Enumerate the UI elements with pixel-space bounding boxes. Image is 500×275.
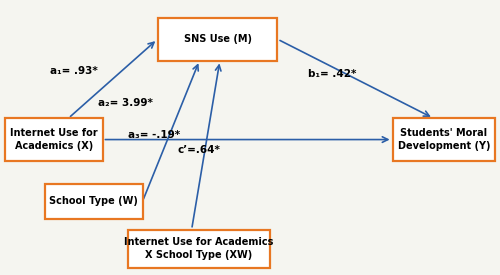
Text: a₃= -.19*: a₃= -.19* (128, 130, 180, 139)
FancyBboxPatch shape (45, 184, 142, 219)
Text: Internet Use for
Academics (X): Internet Use for Academics (X) (10, 128, 98, 151)
Text: Students' Moral
Development (Y): Students' Moral Development (Y) (398, 128, 490, 151)
Text: School Type (W): School Type (W) (50, 196, 138, 207)
Text: a₁= .93*: a₁= .93* (50, 66, 98, 76)
FancyBboxPatch shape (5, 118, 102, 161)
Text: Internet Use for Academics
X School Type (XW): Internet Use for Academics X School Type… (124, 237, 274, 260)
FancyBboxPatch shape (128, 230, 270, 268)
FancyBboxPatch shape (392, 118, 495, 161)
Text: c’=.64*: c’=.64* (178, 145, 220, 155)
Text: a₂= 3.99*: a₂= 3.99* (98, 98, 152, 108)
Text: b₁= .42*: b₁= .42* (308, 69, 356, 79)
Text: SNS Use (M): SNS Use (M) (184, 34, 252, 44)
FancyBboxPatch shape (158, 18, 278, 60)
